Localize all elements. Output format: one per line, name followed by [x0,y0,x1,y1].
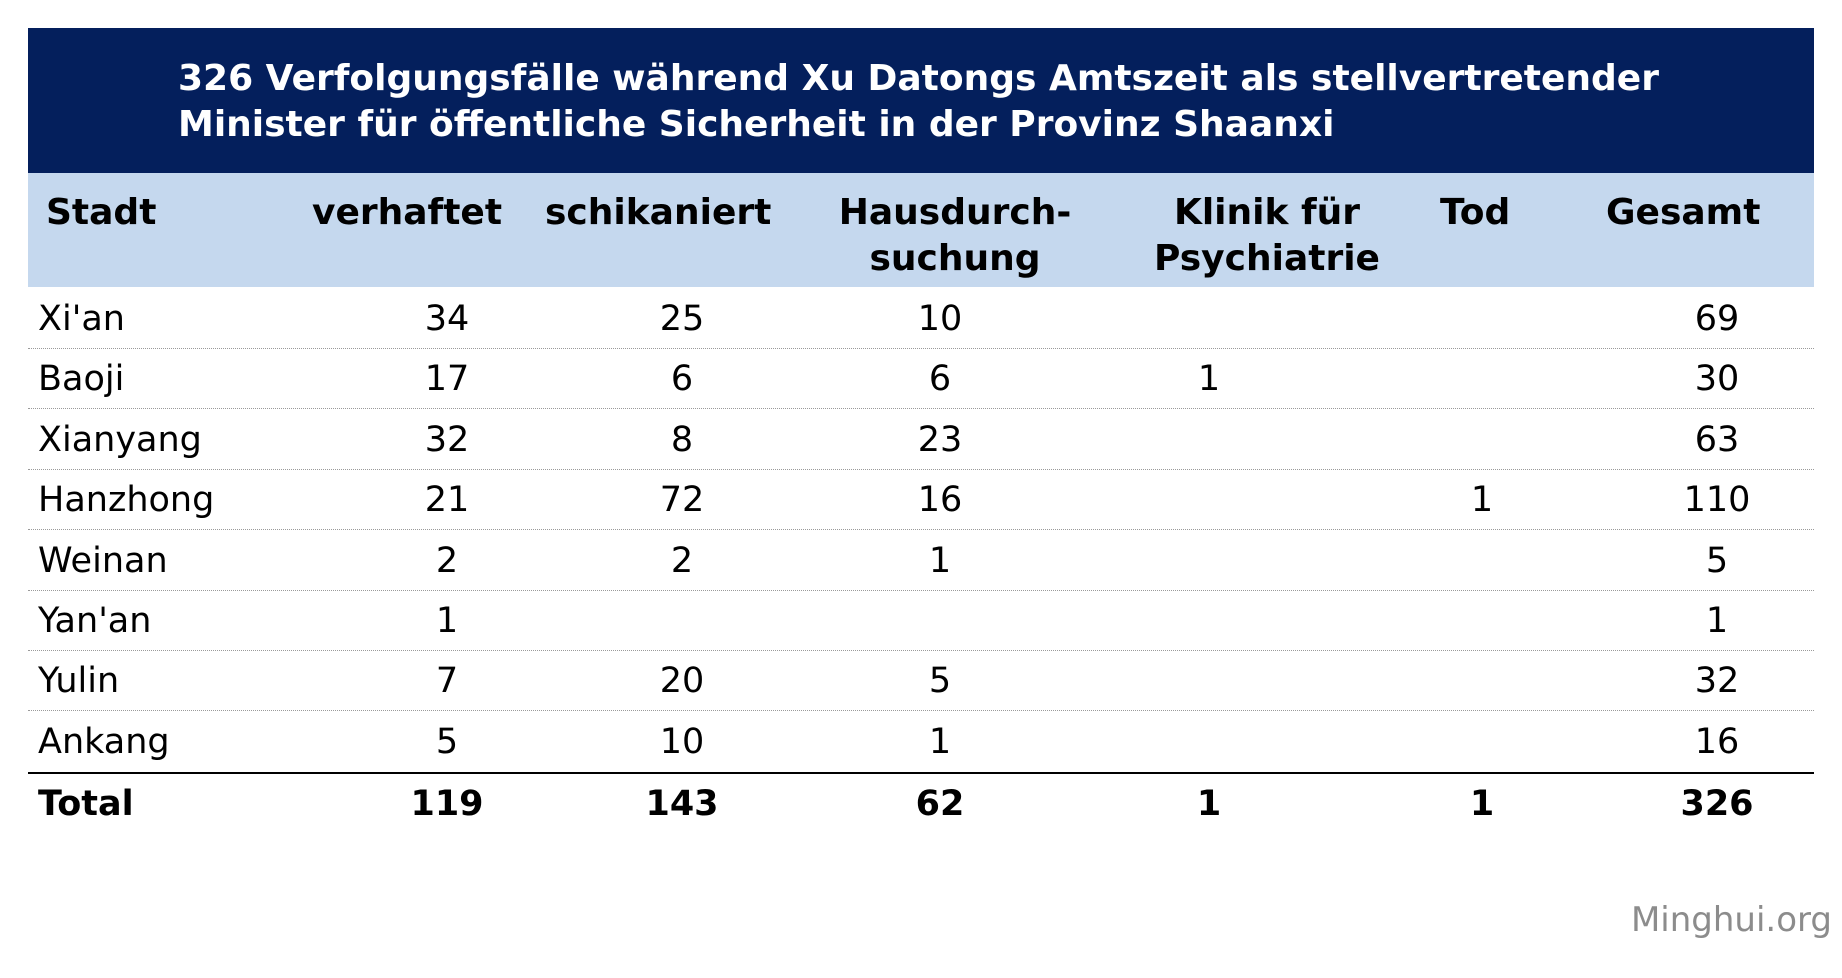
column-header-hausdurchsuchung: Hausdurch- suchung [825,190,1085,282]
total-tod: 1 [1469,784,1495,824]
cell-hausdurchsuchung: 1 [928,540,952,581]
cell-stadt: Xianyang [38,419,202,460]
cell-gesamt: 5 [1705,540,1729,581]
cell-klinik: 1 [1197,359,1221,400]
cell-gesamt: 110 [1683,480,1751,521]
table-row: Yulin 7 20 5 32 [28,651,1814,712]
cell-klinik [1149,410,1269,470]
cell-stadt: Yan'an [38,601,152,641]
cell-hausdurchsuchung: 1 [928,721,952,762]
table-row: Ankang 5 10 1 16 [28,712,1814,772]
cell-verhaftet: 32 [424,419,470,460]
table-row: Xianyang 32 8 23 63 [28,410,1814,470]
total-klinik: 1 [1196,784,1222,824]
cell-verhaftet: 17 [424,359,470,400]
column-header-klinik: Klinik für Psychiatrie [1154,190,1380,282]
cell-klinik [1149,712,1269,772]
cell-klinik [1149,591,1269,651]
column-header-hausdurchsuchung-line2: suchung [869,238,1041,279]
total-divider [28,772,1814,774]
cell-tod: 1 [1470,480,1494,521]
column-header-stadt: Stadt [46,192,157,233]
table-row: Hanzhong 21 72 16 1 110 [28,470,1814,531]
cell-tod [1422,712,1542,772]
cell-verhaftet: 1 [435,601,459,641]
cell-gesamt: 30 [1694,359,1740,400]
cell-verhaftet: 5 [435,721,459,762]
total-hausdurchsuchung: 62 [915,784,965,824]
table-row: Baoji 17 6 6 1 30 [28,349,1814,410]
column-header-klinik-line1: Klinik für [1173,192,1361,233]
column-header-schikaniert: schikaniert [545,192,772,233]
header-band [28,173,1814,287]
total-verhaftet: 119 [410,784,484,824]
cell-klinik [1149,470,1269,530]
cell-verhaftet: 7 [435,661,459,702]
cell-schikaniert: 8 [670,419,694,460]
table-row: Weinan 2 2 1 5 [28,531,1814,591]
cell-schikaniert: 10 [659,721,705,762]
cell-hausdurchsuchung: 5 [928,661,952,702]
source-credit: Minghui.org [1630,900,1832,940]
cell-gesamt: 63 [1694,419,1740,460]
cell-gesamt: 16 [1694,721,1740,762]
cell-tod [1422,289,1542,349]
table-row: Yan'an 1 1 [28,591,1814,651]
cell-stadt: Xi'an [38,299,125,339]
total-schikaniert: 143 [645,784,719,824]
total-gesamt: 326 [1680,784,1754,824]
column-header-gesamt: Gesamt [1606,192,1761,233]
cell-hausdurchsuchung: 10 [917,299,963,339]
cell-schikaniert: 6 [670,359,694,400]
cell-schikaniert: 25 [659,299,705,339]
cell-klinik [1149,531,1269,591]
cell-tod [1422,349,1542,409]
cell-hausdurchsuchung: 6 [928,359,952,400]
cell-hausdurchsuchung: 16 [917,480,963,521]
cell-stadt: Ankang [38,721,170,762]
table-title: 326 Verfolgungsfälle während Xu Datongs … [178,58,1659,145]
cell-hausdurchsuchung: 23 [917,419,963,460]
table-row: Xi'an 34 25 10 69 [28,289,1814,349]
cell-stadt: Yulin [38,661,120,702]
column-header-tod: Tod [1440,192,1511,233]
cell-tod [1422,591,1542,651]
cell-schikaniert: 2 [670,540,694,581]
cell-gesamt: 1 [1705,601,1729,641]
cell-gesamt: 69 [1694,299,1740,339]
cell-schikaniert [622,591,742,651]
cell-tod [1422,651,1542,711]
cell-stadt: Baoji [38,359,125,400]
cell-gesamt: 32 [1694,661,1740,702]
cell-stadt: Hanzhong [38,480,215,521]
cell-schikaniert: 20 [659,661,705,702]
total-row: Total 119 143 62 1 1 326 [28,774,1814,834]
cell-klinik [1149,289,1269,349]
total-label: Total [38,784,134,824]
column-header-klinik-line2: Psychiatrie [1154,238,1380,279]
cell-stadt: Weinan [38,540,168,581]
cell-klinik [1149,651,1269,711]
cell-schikaniert: 72 [659,480,705,521]
column-header-hausdurchsuchung-line1: Hausdurch- [838,192,1072,233]
cell-verhaftet: 21 [424,480,470,521]
cell-tod [1422,531,1542,591]
cell-verhaftet: 34 [424,299,470,339]
column-header-verhaftet: verhaftet [312,192,503,233]
cell-verhaftet: 2 [435,540,459,581]
cell-hausdurchsuchung [880,591,1000,651]
cell-tod [1422,410,1542,470]
title-band [28,28,1814,173]
